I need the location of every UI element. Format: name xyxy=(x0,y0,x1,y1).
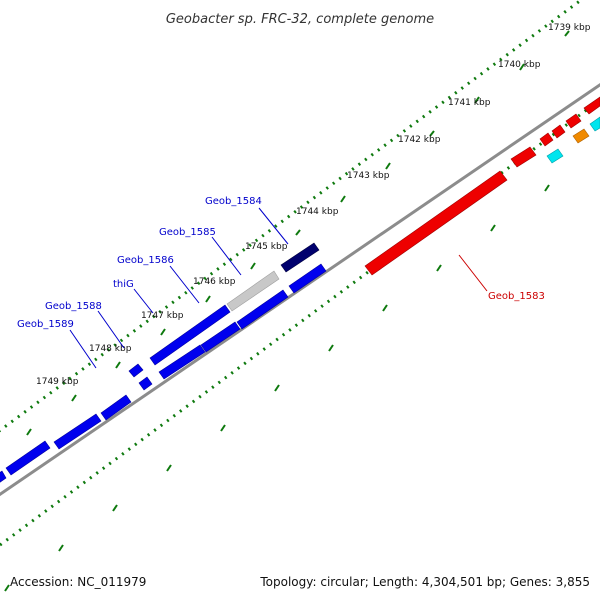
gene-label-geob-1586[interactable]: Geob_1586 xyxy=(117,255,174,266)
gene-label-geob-1583[interactable]: Geob_1583 xyxy=(488,291,545,302)
tick-label: 1743 kbp xyxy=(347,171,390,181)
gene-reverse-d[interactable] xyxy=(158,344,206,380)
tick-label: 1747 kbp xyxy=(141,311,184,321)
tick-marks-inner xyxy=(4,184,550,592)
gene-red-small[interactable] xyxy=(551,124,566,139)
backbone-track xyxy=(0,83,600,497)
tick-mark xyxy=(71,394,77,402)
gene-geob-1586[interactable] xyxy=(149,304,231,366)
topology-text: Topology: circular; Length: 4,304,501 bp… xyxy=(260,575,590,589)
gene-label-geob-1589[interactable]: Geob_1589 xyxy=(17,319,74,330)
gene-labels: Geob_1584 Geob_1585 Geob_1586 thiG Geob_… xyxy=(17,196,545,369)
forward-strand xyxy=(0,242,320,485)
gene-thig[interactable] xyxy=(128,363,144,378)
tick-marks-outer xyxy=(26,30,570,436)
tick-label: 1746 kbp xyxy=(193,277,236,287)
tick-label: 1748 kbp xyxy=(89,344,132,354)
tick-mark xyxy=(295,229,301,236)
tick-mark xyxy=(220,424,226,432)
tick-mark xyxy=(166,464,172,472)
tick-label: 1739 kbp xyxy=(548,23,591,33)
accession-text: Accession: NC_011979 xyxy=(10,575,147,589)
tick-mark xyxy=(340,195,346,203)
gene-cyan[interactable] xyxy=(546,148,564,164)
tick-mark xyxy=(112,504,118,512)
label-leader xyxy=(169,265,200,304)
gene-geob-1585[interactable] xyxy=(226,270,280,312)
backbone-line xyxy=(0,83,600,497)
tick-mark xyxy=(382,304,388,312)
label-leader xyxy=(69,329,97,369)
tick-mark xyxy=(544,184,550,192)
tick-mark xyxy=(4,584,10,592)
tick-label: 1749 kbp xyxy=(36,377,79,387)
tick-label: 1742 kbp xyxy=(398,135,441,145)
gene-red-small[interactable] xyxy=(565,113,582,129)
gene-label-geob-1585[interactable]: Geob_1585 xyxy=(159,227,216,238)
tick-label: 1745 kbp xyxy=(245,242,288,252)
tick-mark xyxy=(205,295,211,303)
tick-mark xyxy=(564,30,570,37)
label-leader xyxy=(97,310,125,349)
tick-label: 1740 kbp xyxy=(498,60,541,70)
gene-geob-1589[interactable] xyxy=(53,413,102,450)
gene-label-geob-1588[interactable]: Geob_1588 xyxy=(45,301,102,312)
gene-red-small[interactable] xyxy=(510,146,537,168)
map-title: Geobacter sp. FRC-32, complete genome xyxy=(166,12,434,27)
gene-cyan[interactable] xyxy=(589,116,600,132)
label-leader xyxy=(133,288,154,314)
label-leader xyxy=(258,207,289,245)
tick-mark xyxy=(385,162,391,170)
gene-orange[interactable] xyxy=(572,128,590,144)
gene-forward[interactable] xyxy=(5,440,51,476)
gene-label-geob-1584[interactable]: Geob_1584 xyxy=(205,196,262,207)
gene-forward[interactable] xyxy=(0,470,7,485)
tick-mark xyxy=(115,361,121,369)
gene-reverse-e[interactable] xyxy=(138,376,153,391)
tick-mark xyxy=(58,544,64,552)
label-leader xyxy=(458,254,488,292)
tick-mark xyxy=(274,384,280,392)
scale-dots-inner xyxy=(0,98,600,547)
gene-geob-1588[interactable] xyxy=(100,394,132,421)
reverse-strand xyxy=(138,263,327,391)
label-leader xyxy=(211,236,242,276)
tick-label: 1741 kbp xyxy=(448,98,491,108)
downstream-genes xyxy=(364,96,600,276)
gene-label-thig[interactable]: thiG xyxy=(113,279,134,290)
tick-mark xyxy=(436,264,442,272)
gene-reverse-a[interactable] xyxy=(288,263,327,294)
tick-mark xyxy=(490,224,496,232)
tick-mark xyxy=(160,328,166,336)
tick-labels: 1739 kbp 1740 kbp 1741 kbp 1742 kbp 1743… xyxy=(36,23,591,387)
tick-mark xyxy=(429,130,435,137)
gene-geob-1584[interactable] xyxy=(280,242,320,273)
gene-reverse-c[interactable] xyxy=(200,321,241,353)
tick-label: 1744 kbp xyxy=(296,207,339,217)
tick-mark xyxy=(519,63,525,71)
tick-mark xyxy=(250,262,256,270)
tick-mark xyxy=(328,344,334,352)
gene-reverse-b[interactable] xyxy=(236,289,289,330)
tick-mark xyxy=(26,428,32,436)
gene-geob-1583[interactable] xyxy=(364,170,508,276)
tick-mark xyxy=(474,96,480,104)
gene-red-edge[interactable] xyxy=(583,96,600,115)
gene-red-small[interactable] xyxy=(539,132,554,147)
